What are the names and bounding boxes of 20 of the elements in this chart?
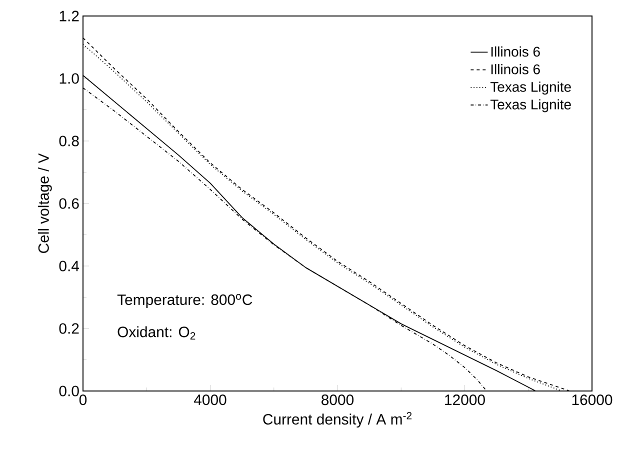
y-tick-label: 0.6	[59, 198, 79, 209]
annotation: Oxidant: O$_{2}$	[118, 326, 196, 340]
y-tick-label: 1.0	[60, 73, 79, 84]
legend-label: Texas Lignite	[490, 82, 571, 95]
y-tick-label: 1.2	[60, 10, 79, 22]
legend-label: Illinois 6	[491, 64, 540, 74]
y-tick-label: 0.8	[59, 136, 79, 146]
x-tick-label: 8000	[322, 394, 354, 406]
legend-label: Illinois 6	[491, 46, 540, 57]
x-tick-label: 16000	[572, 394, 612, 406]
annotation: Temperature: 800$^{o}$C	[117, 294, 252, 308]
legend-label: Texas Lignite	[490, 99, 571, 112]
x-tick-label: 4000	[194, 394, 226, 406]
y-axis-title: Cell voltage / V	[38, 153, 52, 253]
x-tick-label: 0	[79, 394, 87, 406]
y-tick-label: 0.4	[59, 260, 80, 272]
x-tick-label: 12000	[445, 394, 485, 406]
y-tick-label: 0.2	[59, 323, 79, 334]
x-axis-title: Current density / A m$^{-2}$	[263, 412, 412, 428]
y-tick-label: 0.0	[59, 386, 79, 396]
